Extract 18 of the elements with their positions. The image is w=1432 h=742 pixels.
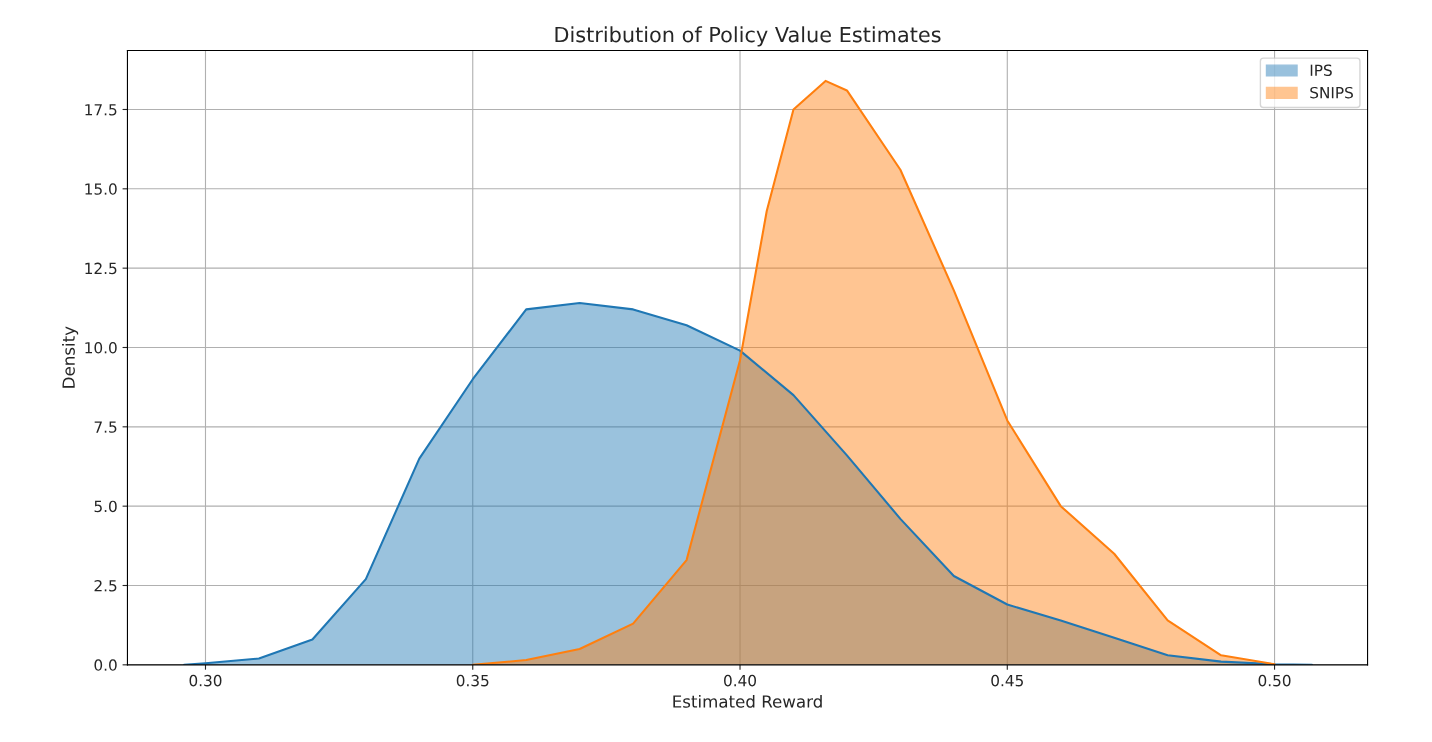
chart-title: Distribution of Policy Value Estimates [555, 26, 941, 47]
y-axis-title: Density [62, 326, 79, 388]
y-tick-label: 0.0 [94, 659, 117, 671]
y-tick-label: 15.0 [85, 183, 117, 195]
x-tick-label: 0.30 [189, 674, 222, 687]
y-tick-label: 10.0 [85, 341, 117, 354]
legend-label: IPS [1310, 64, 1332, 77]
x-tick-label: 0.35 [456, 674, 489, 687]
x-axis-title: Estimated Reward [673, 694, 822, 708]
x-tick-label: 0.45 [991, 674, 1023, 687]
y-tick-label: 12.5 [85, 262, 117, 275]
y-tick-label: 7.5 [94, 421, 117, 433]
x-tick-label: 0.40 [724, 674, 757, 687]
x-tick-label: 0.50 [1258, 674, 1291, 687]
y-tick-label: 17.5 [85, 104, 117, 116]
legend-label: SNIPS [1310, 86, 1353, 99]
y-tick-label: 5.0 [94, 500, 117, 513]
y-tick-label: 2.5 [94, 579, 117, 592]
